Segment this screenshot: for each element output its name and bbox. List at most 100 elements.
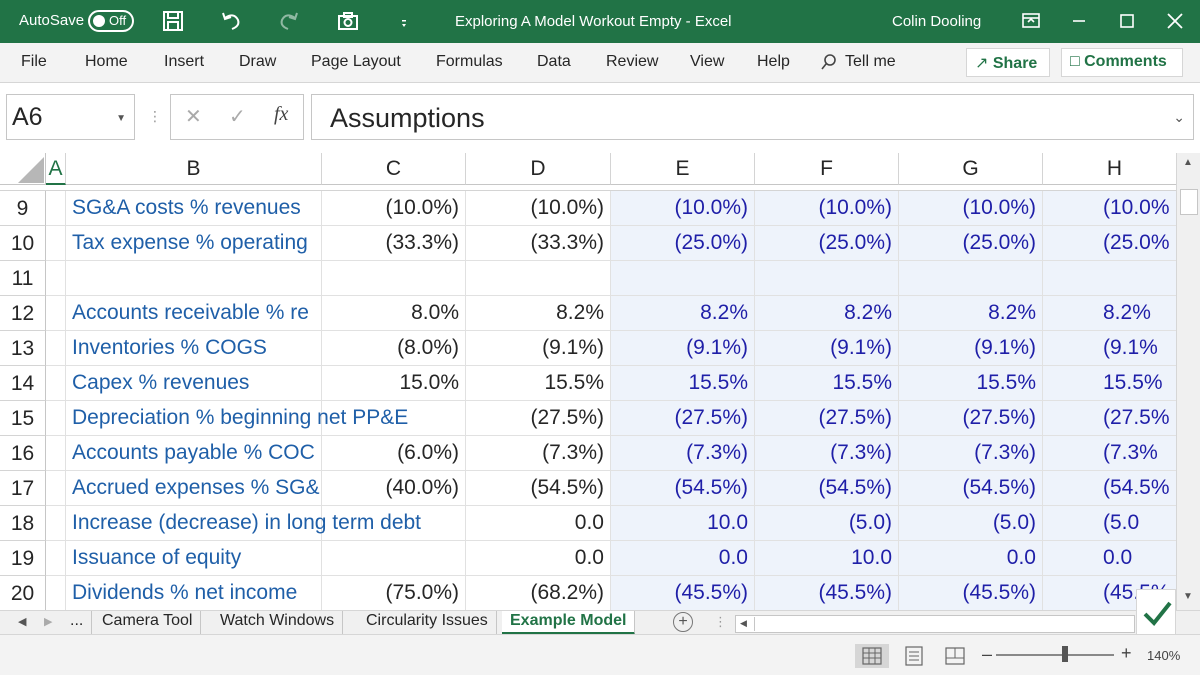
cell-f[interactable] [755, 261, 899, 296]
prev-sheet-icon[interactable]: ◀ [18, 616, 27, 628]
cell-g[interactable]: 8.2% [899, 296, 1043, 331]
column-header-g[interactable]: G [899, 153, 1043, 185]
cell-g[interactable] [899, 261, 1043, 296]
insert-function-icon[interactable]: fx [274, 103, 289, 125]
cell-e[interactable]: (9.1%) [611, 331, 755, 366]
tab-data[interactable]: Data [537, 53, 571, 70]
cell-f[interactable]: (25.0%) [755, 226, 899, 261]
cell-g[interactable]: (5.0) [899, 506, 1043, 541]
column-header-d[interactable]: D [466, 153, 611, 185]
cell-label[interactable] [66, 261, 322, 296]
cell-a[interactable] [46, 506, 66, 541]
row-header[interactable]: 15 [0, 401, 46, 436]
next-sheet-icon[interactable]: ▶ [44, 616, 53, 628]
tab-home[interactable]: Home [85, 53, 128, 70]
check-icon[interactable] [1136, 589, 1176, 635]
cell-c[interactable] [322, 261, 466, 296]
tab-formulas[interactable]: Formulas [436, 53, 503, 70]
cell-g[interactable]: (10.0%) [899, 191, 1043, 226]
name-box[interactable]: A6 ▼ [6, 94, 135, 140]
cell-f[interactable]: 15.5% [755, 366, 899, 401]
cell-e[interactable]: 15.5% [611, 366, 755, 401]
zoom-level[interactable]: 140% [1147, 648, 1181, 663]
user-name[interactable]: Colin Dooling [892, 13, 982, 30]
cell-c[interactable]: (33.3%) [322, 226, 466, 261]
cell-c[interactable]: (40.0%) [322, 471, 466, 506]
row-header[interactable]: 18 [0, 506, 46, 541]
row-header[interactable]: 13 [0, 331, 46, 366]
sheet-tab-example-model[interactable]: Example Model [502, 611, 636, 635]
tell-me-box[interactable]: Tell me [845, 53, 896, 70]
cell-h[interactable]: 8.2% [1043, 296, 1176, 331]
cell-h[interactable]: (27.5% [1043, 401, 1176, 436]
scroll-up-icon[interactable]: ▲ [1183, 157, 1193, 168]
customize-toolbar-icon[interactable] [396, 8, 422, 34]
cell-h[interactable]: (9.1% [1043, 331, 1176, 366]
cell-f[interactable]: (45.5%) [755, 576, 899, 610]
column-header-e[interactable]: E [611, 153, 755, 185]
cell-label[interactable]: Inventories % COGS [66, 331, 322, 366]
cell-c[interactable]: (6.0%) [322, 436, 466, 471]
cell-e[interactable]: 8.2% [611, 296, 755, 331]
column-header-f[interactable]: F [755, 153, 899, 185]
redo-icon[interactable] [276, 8, 302, 34]
cell-e[interactable]: (10.0%) [611, 191, 755, 226]
cell-a[interactable] [46, 226, 66, 261]
cell-d[interactable]: (54.5%) [466, 471, 611, 506]
cell-c[interactable] [322, 506, 466, 541]
close-icon[interactable] [1162, 8, 1188, 34]
select-all-corner[interactable] [0, 153, 46, 185]
cell-f[interactable]: (27.5%) [755, 401, 899, 436]
cell-d[interactable]: (27.5%) [466, 401, 611, 436]
cell-h[interactable] [1043, 261, 1176, 296]
more-sheets-button[interactable]: ... [62, 611, 93, 635]
add-sheet-icon[interactable]: + [673, 612, 693, 632]
expand-formula-icon[interactable]: ⌄ [1173, 109, 1185, 125]
tab-view[interactable]: View [690, 53, 725, 70]
cell-f[interactable]: (5.0) [755, 506, 899, 541]
vertical-scroll-thumb[interactable] [1180, 189, 1198, 215]
share-button[interactable]: ↗ Share [966, 48, 1050, 77]
formula-input[interactable]: Assumptions ⌄ [311, 94, 1194, 140]
cell-f[interactable]: (10.0%) [755, 191, 899, 226]
sheet-tab-watch-windows[interactable]: Watch Windows [212, 611, 344, 635]
cell-g[interactable]: (7.3%) [899, 436, 1043, 471]
cell-a[interactable] [46, 331, 66, 366]
cell-label[interactable]: SG&A costs % revenues [66, 191, 322, 226]
cell-a[interactable] [46, 541, 66, 576]
sheet-tab-circularity-issues[interactable]: Circularity Issues [358, 611, 497, 635]
cell-f[interactable]: 10.0 [755, 541, 899, 576]
cell-d[interactable]: (7.3%) [466, 436, 611, 471]
row-header[interactable]: 20 [0, 576, 46, 610]
cell-e[interactable]: (25.0%) [611, 226, 755, 261]
cell-a[interactable] [46, 576, 66, 610]
undo-icon[interactable] [218, 8, 244, 34]
cell-g[interactable]: (45.5%) [899, 576, 1043, 610]
cell-label[interactable]: Capex % revenues [66, 366, 322, 401]
cell-g[interactable]: (27.5%) [899, 401, 1043, 436]
minimize-icon[interactable] [1066, 8, 1092, 34]
cell-e[interactable]: (45.5%) [611, 576, 755, 610]
cell-e[interactable]: (54.5%) [611, 471, 755, 506]
tab-review[interactable]: Review [606, 53, 659, 70]
cell-f[interactable]: (7.3%) [755, 436, 899, 471]
tab-file[interactable]: File [21, 53, 47, 70]
cell-c[interactable]: 8.0% [322, 296, 466, 331]
column-header-a[interactable]: A [46, 153, 66, 185]
cell-e[interactable]: 0.0 [611, 541, 755, 576]
cell-label[interactable]: Accrued expenses % SG& [66, 471, 322, 506]
cell-label[interactable]: Increase (decrease) in long term debt [66, 506, 421, 541]
cell-d[interactable] [466, 261, 611, 296]
cell-label[interactable]: Accounts receivable % re [66, 296, 322, 331]
cell-g[interactable]: 0.0 [899, 541, 1043, 576]
row-header[interactable]: 16 [0, 436, 46, 471]
page-break-view-icon[interactable] [938, 644, 972, 668]
row-header[interactable]: 14 [0, 366, 46, 401]
cell-label[interactable]: Tax expense % operating [66, 226, 322, 261]
enter-icon[interactable]: ✓ [229, 106, 246, 128]
cell-c[interactable] [322, 401, 466, 436]
cell-d[interactable]: (68.2%) [466, 576, 611, 610]
normal-view-icon[interactable] [855, 644, 889, 668]
row-header[interactable]: 12 [0, 296, 46, 331]
cell-g[interactable]: (25.0%) [899, 226, 1043, 261]
